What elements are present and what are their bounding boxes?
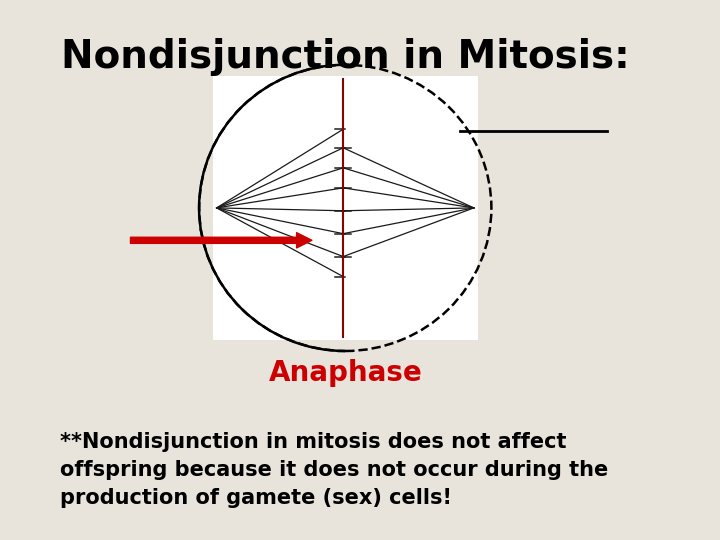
Text: **Nondisjunction in mitosis does not affect
offspring because it does not occur : **Nondisjunction in mitosis does not aff… <box>60 432 608 508</box>
Text: Anaphase: Anaphase <box>269 359 422 387</box>
Text: Nondisjunction in Mitosis:: Nondisjunction in Mitosis: <box>61 38 629 76</box>
Bar <box>212 76 478 340</box>
